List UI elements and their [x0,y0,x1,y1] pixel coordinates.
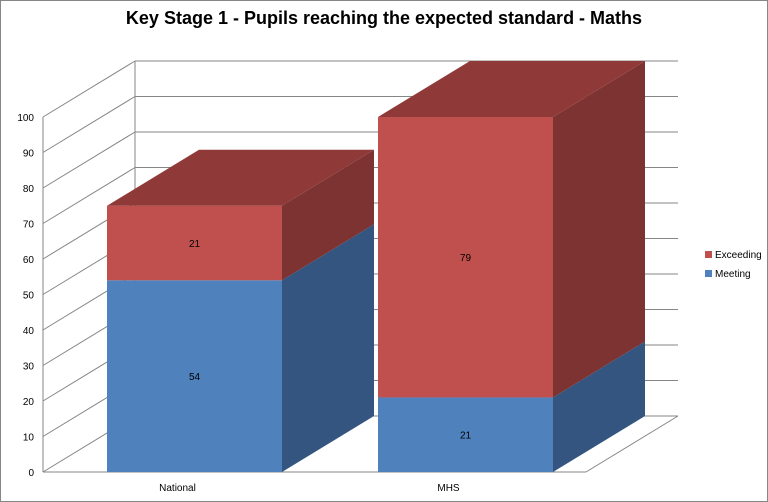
chart-title: Key Stage 1 - Pupils reaching the expect… [125,8,643,28]
y-tick-label: 100 [17,113,34,124]
legend-label-exceeding: Exceeding [715,250,762,261]
data-labels: 54 21 21 79 [189,239,472,442]
legend-swatch-exceeding [705,251,712,258]
y-tick-label: 90 [23,149,35,160]
y-axis: 0 10 20 30 40 50 60 70 80 90 100 [17,113,34,479]
y-tick-label: 70 [23,220,35,231]
data-label-exceeding-national: 21 [189,239,201,250]
data-label-exceeding-mhs: 79 [460,253,472,264]
floor-right-edge [585,415,679,473]
y-tick-label: 60 [23,255,35,266]
legend: Exceeding Meeting [705,250,762,280]
data-label-meeting-national: 54 [189,372,201,383]
x-tick-label: National [159,483,196,494]
x-tick-label: MHS [437,483,460,494]
y-tick-label: 20 [23,397,35,408]
y-tick-label: 50 [23,291,35,302]
gridline-side [42,131,136,189]
bar-side-meeting-national [282,224,374,472]
data-label-meeting-mhs: 21 [460,431,472,442]
bar-exceeding-mhs [378,117,553,398]
x-axis: National MHS [159,483,460,494]
gridline-side [42,96,136,153]
y-tick-label: 0 [28,468,34,479]
bar-top-national [107,149,374,206]
bar-side-exceeding-mhs [553,61,645,398]
bar-top-mhs [378,61,645,117]
bar-meeting-mhs [378,397,553,472]
bars [107,61,645,472]
gridline-side [42,60,136,118]
legend-label-meeting: Meeting [715,269,751,280]
gridline-side [42,167,136,224]
bar-meeting-national [107,280,282,472]
legend-swatch-meeting [705,270,712,277]
bar-side-meeting-mhs [553,341,645,472]
bar-exceeding-national [107,205,282,281]
y-tick-label: 10 [23,433,35,444]
y-tick-label: 30 [23,362,35,373]
y-tick-label: 80 [23,184,35,195]
y-tick-label: 40 [23,326,35,337]
bar-side-exceeding-national [282,149,374,281]
